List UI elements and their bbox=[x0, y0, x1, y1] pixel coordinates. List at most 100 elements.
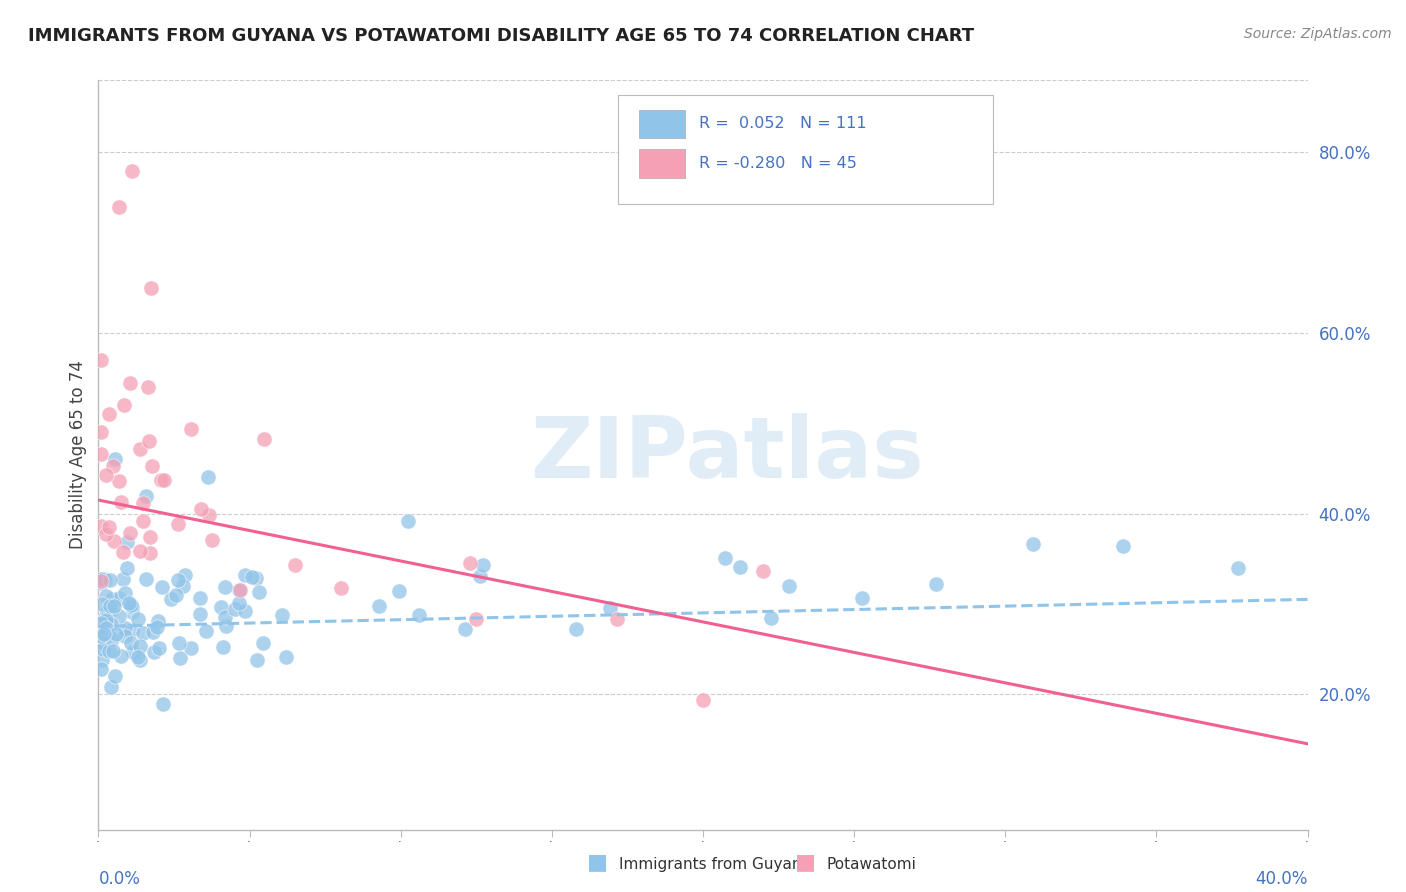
Point bbox=[90, 519, 112, 533]
Text: Immigrants from Guyana: Immigrants from Guyana bbox=[619, 857, 810, 872]
Text: 0.0%: 0.0% bbox=[98, 871, 141, 888]
Point bbox=[138, 546, 160, 560]
Point bbox=[93, 626, 115, 640]
Point bbox=[212, 640, 235, 655]
Point bbox=[100, 601, 122, 615]
Point bbox=[94, 625, 117, 640]
Point bbox=[112, 398, 135, 412]
Point bbox=[90, 425, 112, 440]
Point bbox=[148, 614, 170, 628]
Point bbox=[925, 577, 948, 591]
Point bbox=[90, 574, 112, 588]
Point bbox=[98, 407, 121, 421]
Point bbox=[98, 599, 121, 613]
Point bbox=[246, 653, 269, 667]
Point bbox=[90, 629, 112, 643]
Point bbox=[132, 514, 155, 528]
Text: 40.0%: 40.0% bbox=[1256, 871, 1308, 888]
Point bbox=[149, 473, 172, 487]
Point bbox=[96, 621, 118, 635]
Point bbox=[367, 599, 389, 614]
Point bbox=[100, 680, 122, 694]
Point bbox=[90, 597, 112, 611]
Point bbox=[143, 645, 166, 659]
Point bbox=[141, 281, 163, 295]
Point bbox=[180, 640, 202, 655]
Point bbox=[127, 650, 149, 665]
Text: Potawatomi: Potawatomi bbox=[827, 857, 917, 872]
Point bbox=[101, 458, 124, 473]
Point bbox=[713, 551, 735, 566]
Point bbox=[188, 607, 211, 621]
Point bbox=[129, 442, 152, 456]
Point bbox=[197, 470, 219, 484]
Point bbox=[692, 692, 714, 706]
Text: ■: ■ bbox=[588, 853, 607, 872]
Point bbox=[94, 468, 117, 483]
Point bbox=[90, 353, 112, 368]
Point bbox=[98, 644, 121, 658]
Point bbox=[90, 447, 112, 461]
Point bbox=[93, 611, 115, 625]
Point bbox=[120, 636, 142, 650]
Point bbox=[468, 569, 491, 583]
Point bbox=[166, 573, 188, 587]
Point bbox=[169, 651, 191, 665]
Point bbox=[252, 635, 274, 649]
Point bbox=[111, 544, 134, 558]
Point bbox=[118, 376, 141, 390]
Point bbox=[1112, 539, 1135, 553]
Point bbox=[167, 517, 190, 532]
FancyBboxPatch shape bbox=[619, 95, 993, 204]
Point bbox=[1226, 561, 1249, 575]
Point bbox=[107, 200, 129, 214]
Point bbox=[110, 649, 132, 664]
Point bbox=[564, 622, 586, 636]
Point bbox=[172, 579, 194, 593]
Point bbox=[240, 570, 263, 584]
Point bbox=[100, 616, 122, 631]
Point bbox=[245, 571, 267, 585]
Point bbox=[180, 422, 202, 436]
Point bbox=[127, 612, 149, 626]
Point bbox=[271, 608, 294, 623]
Point bbox=[104, 452, 127, 467]
Point bbox=[152, 698, 174, 712]
Point bbox=[135, 573, 157, 587]
Point bbox=[190, 501, 212, 516]
Point bbox=[728, 559, 751, 574]
Point bbox=[103, 533, 125, 548]
Point bbox=[114, 629, 136, 643]
Point bbox=[121, 605, 143, 619]
Point bbox=[91, 653, 114, 667]
Point bbox=[93, 573, 115, 587]
Point bbox=[153, 473, 176, 487]
Point bbox=[91, 641, 114, 656]
Point bbox=[114, 586, 136, 600]
Point bbox=[1022, 537, 1045, 551]
Point bbox=[471, 558, 494, 573]
Point bbox=[101, 632, 124, 646]
Point bbox=[101, 644, 124, 658]
Point bbox=[115, 561, 138, 575]
Point bbox=[201, 533, 224, 548]
Point bbox=[174, 568, 197, 582]
Point bbox=[851, 591, 873, 606]
Point bbox=[90, 572, 112, 586]
Point bbox=[115, 535, 138, 549]
Point bbox=[118, 596, 141, 610]
Point bbox=[197, 508, 219, 522]
Point bbox=[759, 611, 782, 625]
Point bbox=[132, 626, 155, 640]
Point bbox=[96, 606, 118, 620]
Point bbox=[121, 598, 143, 612]
Point bbox=[138, 434, 160, 448]
Point bbox=[465, 612, 488, 626]
Point bbox=[253, 432, 276, 446]
Point bbox=[188, 591, 211, 605]
Point bbox=[408, 607, 430, 622]
Point bbox=[146, 620, 169, 634]
Point bbox=[132, 495, 155, 509]
Point bbox=[90, 662, 112, 676]
Point bbox=[97, 519, 120, 533]
